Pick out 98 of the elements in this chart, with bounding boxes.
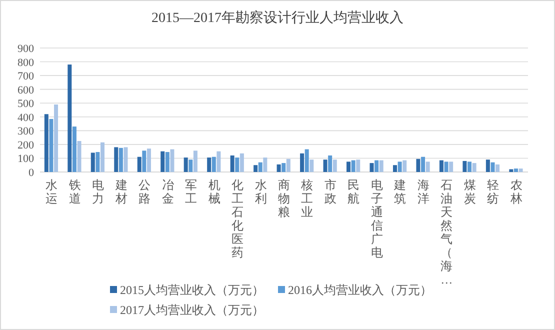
bar (374, 160, 379, 172)
bar (286, 158, 290, 172)
x-tick-label: 石油天然气（海… (440, 178, 453, 286)
x-tick-label: 市政 (324, 178, 336, 206)
bar (114, 147, 118, 172)
bar (77, 141, 82, 172)
bar (282, 163, 286, 172)
bar (90, 152, 95, 172)
bar (462, 160, 467, 172)
bar (514, 168, 518, 172)
chart-title: 2015—2017年勘察设计行业人均营业收入 (152, 10, 404, 26)
y-tick-label: 200 (18, 139, 34, 152)
bar (356, 160, 360, 172)
legend-label: 2015人均营业收入（万元） (120, 283, 264, 297)
bar (379, 160, 384, 172)
x-tick-label: 公路 (138, 178, 151, 206)
x-tick-label: 商物粮 (278, 178, 290, 219)
bar (323, 160, 328, 172)
bar (304, 149, 309, 172)
y-tick-label: 800 (18, 56, 34, 69)
bar (254, 165, 258, 172)
bar (398, 162, 402, 172)
y-tick-label: 0 (28, 167, 34, 179)
x-tick-label: 轻纺 (487, 178, 500, 206)
bar (346, 162, 351, 172)
bar (351, 160, 356, 172)
bar (193, 150, 198, 172)
bar (509, 169, 514, 172)
x-tick-label: 化工石化医药 (232, 178, 244, 260)
bar (216, 151, 221, 172)
x-tick-label: 电子通信广电 (370, 178, 383, 260)
x-tick-label: 民航 (348, 178, 360, 206)
bar (472, 163, 476, 172)
bar (146, 148, 151, 172)
bar (421, 156, 426, 172)
x-tick-label: 水运 (46, 178, 58, 206)
bar (263, 158, 268, 172)
bar (468, 162, 472, 172)
bar (370, 163, 374, 172)
bar (188, 160, 193, 172)
bar (142, 150, 146, 172)
x-tick-label: 农林 (509, 178, 522, 206)
x-tick-label: 军工 (185, 178, 198, 206)
bar (310, 160, 314, 172)
bar (68, 64, 72, 172)
bar (426, 162, 430, 172)
bar (184, 158, 188, 172)
bar (137, 156, 142, 172)
y-tick-label: 100 (18, 153, 34, 166)
bar (240, 153, 244, 172)
x-tick-label: 铁道 (68, 178, 81, 206)
bar (402, 160, 407, 172)
x-tick-label: 电力 (92, 178, 104, 206)
x-tick-label: 核工业 (300, 178, 314, 219)
bar (230, 155, 234, 172)
bar (118, 148, 123, 172)
x-tick-label: 冶金 (162, 178, 174, 206)
x-tick-label: 海洋 (417, 178, 430, 206)
x-tick-label: 建筑 (393, 178, 406, 206)
y-tick-label: 300 (18, 126, 34, 138)
bar (170, 149, 174, 172)
bar (96, 152, 100, 172)
bar (416, 158, 420, 172)
bar (518, 168, 523, 172)
bar (444, 162, 448, 172)
bar (49, 118, 54, 172)
bar (72, 126, 76, 172)
bar (160, 151, 165, 172)
bar (486, 160, 490, 172)
bar (258, 162, 262, 172)
bar (124, 147, 128, 172)
y-tick-label: 700 (18, 70, 34, 83)
x-tick-label: 煤炭 (464, 178, 476, 206)
bar (449, 162, 454, 172)
y-tick-label: 600 (18, 84, 34, 96)
y-tick-label: 500 (18, 98, 34, 110)
x-tick-label: 机械 (208, 178, 220, 206)
x-tick-label: 建材 (114, 178, 128, 206)
bar (44, 114, 48, 172)
y-tick-label: 400 (18, 112, 34, 124)
bar (496, 164, 500, 172)
bar (212, 156, 216, 172)
bar (300, 153, 304, 172)
legend-label: 2017人均营业收入（万元） (120, 303, 264, 317)
bar (439, 160, 444, 172)
x-tick-label: 水利 (254, 178, 267, 206)
y-tick-label: 900 (18, 43, 34, 55)
bar (165, 152, 170, 172)
bar (392, 165, 397, 172)
bar (276, 164, 281, 172)
legend-label: 2016人均营业收入（万元） (288, 283, 432, 297)
bar (490, 162, 495, 172)
bar (207, 158, 212, 172)
bar (332, 160, 337, 172)
bar (235, 158, 240, 172)
bar (328, 155, 332, 172)
bar (100, 142, 104, 172)
bar (54, 104, 58, 172)
